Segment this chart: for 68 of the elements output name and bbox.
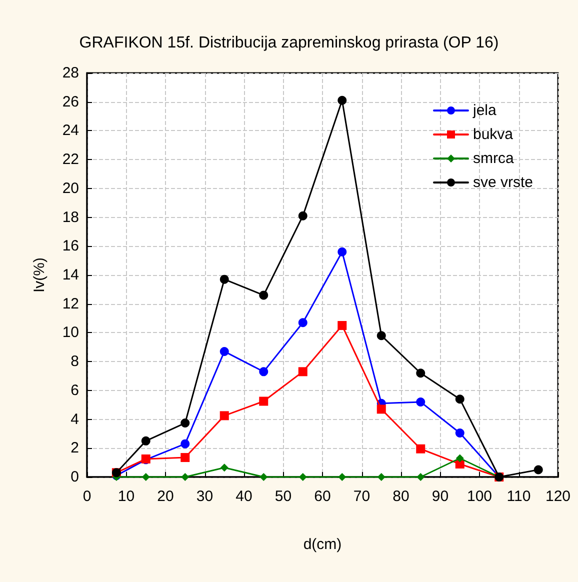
x-tick-label: 80 [392,488,410,505]
x-tick-label: 20 [157,488,174,505]
y-tick-label: 28 [62,64,79,82]
x-tick-label: 0 [82,488,92,505]
point [338,247,347,256]
y-tick-label: 8 [70,353,79,370]
point [455,428,464,438]
x-tick-label: 100 [466,488,492,505]
y-tick-label: 4 [70,410,79,428]
y-tick-label: 10 [62,324,79,342]
point [259,396,268,406]
point [455,394,464,404]
point [376,404,386,414]
x-tick-label: 120 [545,488,571,505]
y-tick-label: 22 [62,151,79,168]
x-tick-label: 40 [236,488,252,505]
point [180,439,190,448]
point [416,473,425,481]
x-axis-title: d(cm) [303,536,342,553]
x-tick-label: 60 [314,488,331,505]
point [338,473,346,481]
y-tick-label: 12 [62,295,79,312]
point [220,411,229,420]
x-tick-label: 70 [353,488,370,505]
point [220,346,229,356]
y-tick-label: 6 [70,382,79,399]
y-tick-label: 26 [62,93,79,110]
point [141,436,150,446]
point [416,444,426,454]
y-tick-label: 18 [62,208,79,226]
x-tick-label: 30 [196,488,214,505]
point [180,453,190,462]
point [142,473,150,481]
legend-label: bukva [472,126,514,143]
x-tick-label: 50 [274,488,292,505]
point [338,96,347,105]
y-axis-title: Iv(%) [31,258,48,292]
chart-title: GRAFIKON 15f. Distribucija zapreminskog prirasta (OP 16) [79,34,499,52]
point [456,454,464,462]
point [181,473,190,481]
point [338,321,347,330]
point [416,368,426,378]
legend-label: sve vrste [472,174,533,191]
point [259,290,268,300]
y-tick-label: 16 [62,238,79,255]
point [260,473,268,481]
y-tick-label: 0 [70,468,79,486]
legend-label: jela [472,102,497,119]
point [298,211,308,220]
point [298,473,307,481]
point [220,274,229,284]
point [377,473,386,481]
point [220,464,228,472]
point [534,465,543,474]
point [180,418,190,428]
point [298,318,308,328]
point [416,397,426,406]
point [259,367,268,376]
y-tick-label: 2 [70,440,79,457]
x-tick-label: 10 [118,488,135,505]
point [376,331,386,340]
point [298,367,308,376]
y-tick-label: 20 [62,180,79,197]
y-tick-label: 14 [62,266,79,284]
x-tick-label: 90 [432,488,449,505]
legend-label: smrca [472,150,514,167]
y-tick-label: 24 [62,122,79,140]
x-tick-label: 110 [506,488,531,505]
